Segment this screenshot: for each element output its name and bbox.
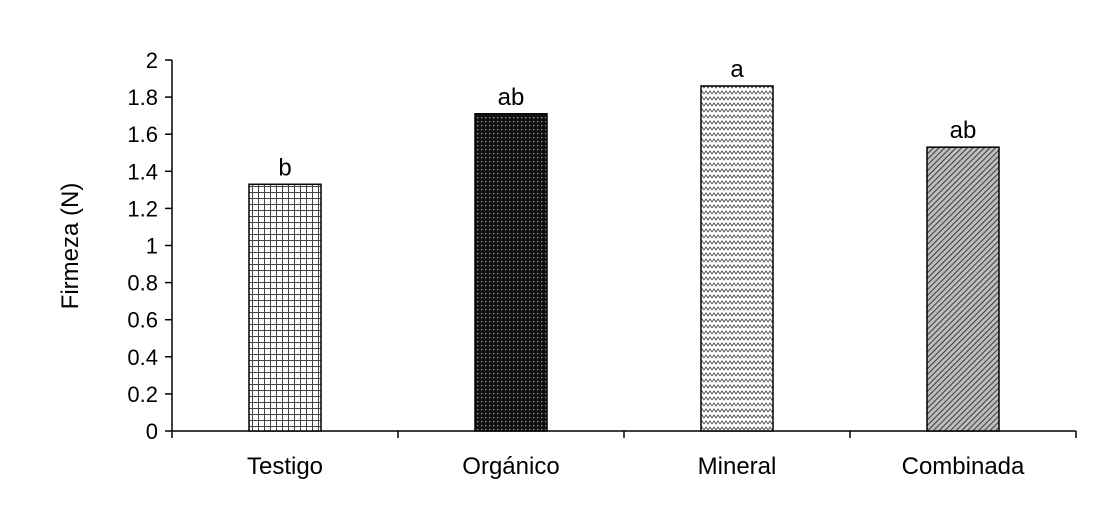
y-tick-label: 2 bbox=[146, 48, 158, 73]
y-tick-label: 1.4 bbox=[127, 159, 158, 184]
bar-combinada bbox=[926, 146, 1000, 432]
bar-organico bbox=[474, 113, 548, 432]
y-tick-label: 0.2 bbox=[127, 382, 158, 407]
y-tick-label: 0.4 bbox=[127, 345, 158, 370]
bars bbox=[248, 85, 1000, 432]
y-tick-label: 1.2 bbox=[127, 196, 158, 221]
x-axis bbox=[171, 430, 1077, 438]
y-tick-label: 1.6 bbox=[127, 122, 158, 147]
category-label: Mineral bbox=[698, 453, 777, 480]
y-axis: 0 0.2 0.4 0.6 0.8 1 1.2 1.4 1.6 1.8 2 bbox=[127, 48, 173, 444]
significance-letter: ab bbox=[498, 84, 525, 111]
significance-letter: ab bbox=[950, 117, 977, 144]
y-tick-label: 1.8 bbox=[127, 85, 158, 110]
significance-letter: a bbox=[730, 56, 744, 83]
y-tick-label: 0 bbox=[146, 419, 158, 444]
bar-mineral bbox=[700, 85, 774, 432]
significance-labels: b ab a ab bbox=[278, 56, 976, 181]
y-tick-label: 0.6 bbox=[127, 308, 158, 333]
category-labels: Testigo Orgánico Mineral Combinada bbox=[247, 453, 1025, 480]
bar-testigo bbox=[248, 183, 322, 432]
category-label: Combinada bbox=[902, 453, 1025, 480]
category-label: Testigo bbox=[247, 453, 323, 480]
significance-letter: b bbox=[278, 154, 291, 181]
y-axis-title: Firmeza (N) bbox=[57, 183, 84, 310]
y-tick-label: 0.8 bbox=[127, 271, 158, 296]
category-label: Orgánico bbox=[462, 453, 559, 480]
y-tick-label: 1 bbox=[146, 234, 158, 259]
